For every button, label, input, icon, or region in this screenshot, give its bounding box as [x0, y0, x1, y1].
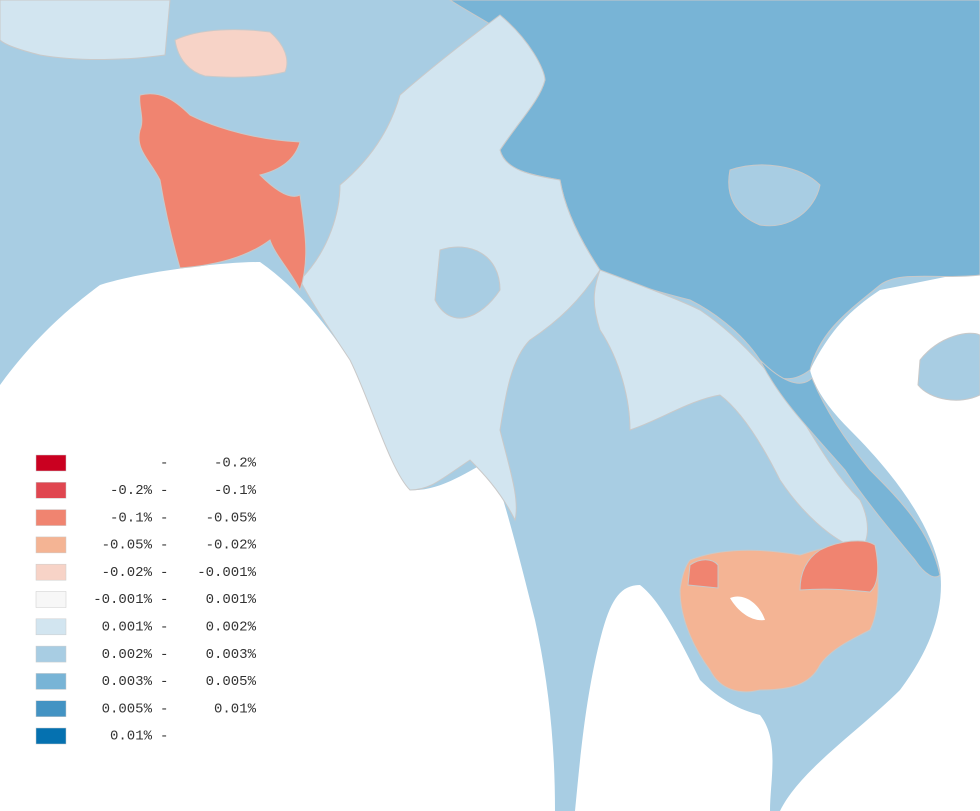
legend-separator: - [160, 510, 168, 526]
legend-high: -0.1% [214, 483, 257, 499]
legend-high: 0.001% [206, 592, 257, 608]
legend-separator: - [160, 456, 168, 472]
legend-low: -0.1% [110, 510, 153, 526]
legend-swatch [35, 454, 67, 472]
legend-low: -0.2% [110, 483, 153, 499]
legend-swatch [35, 482, 67, 499]
legend-high: 0.005% [206, 674, 257, 690]
sea [780, 270, 980, 811]
legend-swatch [35, 618, 67, 636]
lake [730, 596, 765, 621]
legend-high: 0.002% [206, 620, 257, 636]
legend-swatch [35, 645, 67, 663]
laos [593, 269, 868, 551]
nepal [0, 0, 171, 60]
legend-swatch [35, 591, 67, 608]
legend-separator: - [160, 483, 168, 499]
legend: - -0.2%-0.2% - -0.1%-0.1% - -0.05%-0.05% - -0.0… [35, 454, 257, 745]
legend-swatch [35, 700, 67, 717]
sea [0, 262, 555, 811]
sea [575, 585, 773, 811]
bhutan [174, 29, 288, 78]
legend-low: 0.001% [102, 620, 153, 636]
legend-low: 0.002% [102, 647, 153, 663]
legend-separator: - [160, 674, 168, 690]
legend-separator: - [160, 565, 168, 581]
legend-swatch [35, 509, 67, 526]
legend-separator: - [160, 647, 168, 663]
legend-high: -0.02% [206, 538, 257, 554]
region [728, 164, 821, 227]
region [799, 540, 879, 593]
bangladesh [138, 93, 307, 292]
legend-high: 0.01% [214, 701, 257, 717]
region [434, 246, 501, 319]
hainan [917, 332, 980, 401]
legend-swatch [35, 536, 67, 554]
legend-low: 0.01% [110, 729, 153, 745]
region [687, 559, 719, 589]
legend-low: -0.02% [102, 565, 153, 581]
legend-high: -0.001% [197, 565, 256, 581]
legend-low: 0.005% [102, 701, 153, 717]
vietnam-coast [759, 359, 941, 578]
legend-separator: - [160, 701, 168, 717]
legend-swatch [35, 673, 67, 690]
legend-separator: - [160, 729, 168, 745]
legend-separator: - [160, 592, 168, 608]
legend-separator: - [160, 538, 168, 554]
legend-separator: - [160, 620, 168, 636]
legend-swatch [35, 563, 67, 581]
legend-low: -0.001% [93, 592, 152, 608]
legend-high: -0.2% [214, 456, 257, 472]
legend-high: -0.05% [206, 510, 257, 526]
legend-low: -0.05% [102, 538, 153, 554]
legend-high: 0.003% [206, 647, 257, 663]
legend-swatch [35, 727, 67, 745]
legend-low: 0.003% [102, 674, 153, 690]
